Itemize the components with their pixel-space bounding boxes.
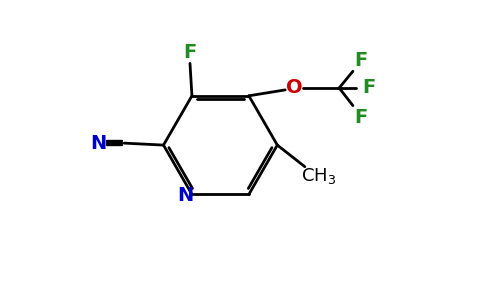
Text: O: O — [286, 78, 302, 98]
Text: CH$_3$: CH$_3$ — [301, 167, 336, 187]
Text: F: F — [362, 78, 375, 98]
Text: N: N — [91, 134, 107, 153]
Text: F: F — [183, 43, 197, 62]
Text: F: F — [354, 51, 367, 70]
Text: N: N — [177, 186, 193, 205]
Text: F: F — [354, 108, 367, 127]
